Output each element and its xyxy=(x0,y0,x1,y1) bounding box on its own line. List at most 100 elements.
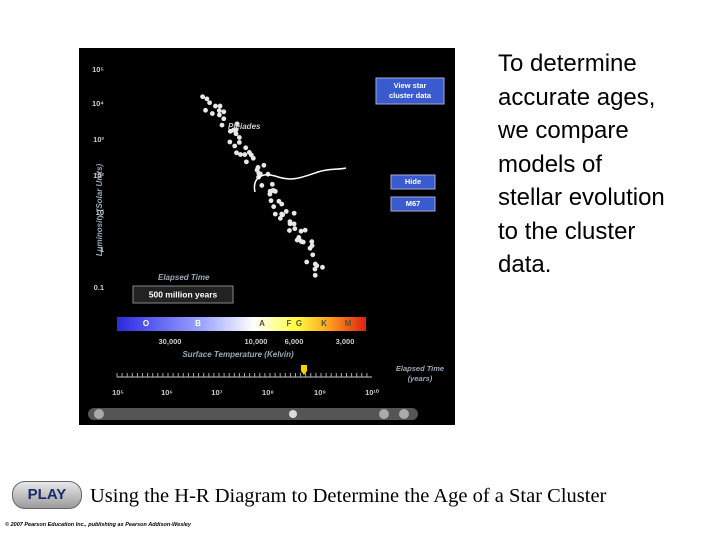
x-axis-label: Surface Temperature (Kelvin) xyxy=(182,350,294,359)
time-labels: 10⁵ 10⁶ 10⁷ 10⁸ 10⁹ 10¹⁰ xyxy=(112,388,380,397)
copyright: © 2007 Pearson Education Inc., publishin… xyxy=(5,522,191,528)
m67-button[interactable] xyxy=(390,196,436,212)
cluster-label: Pleiades xyxy=(228,122,261,131)
star xyxy=(200,94,206,100)
star xyxy=(256,170,262,176)
star xyxy=(271,204,277,210)
temperature-label: 30,000 xyxy=(159,337,182,346)
star xyxy=(243,145,249,151)
star-points xyxy=(200,94,325,278)
time-label: 10⁶ xyxy=(161,388,173,397)
star xyxy=(314,263,320,269)
view-button[interactable] xyxy=(375,77,445,105)
time-marker xyxy=(301,365,307,375)
hide-button[interactable] xyxy=(390,174,436,190)
star xyxy=(269,181,275,187)
star xyxy=(294,237,300,243)
star xyxy=(248,152,254,158)
star xyxy=(209,111,215,116)
spectral-class: M xyxy=(345,319,352,328)
time-axis-title-text: Elapsed Time (years) xyxy=(396,364,444,383)
star xyxy=(298,228,304,234)
star xyxy=(259,183,265,188)
time-label: 10⁷ xyxy=(211,388,222,397)
luminosity-label: 0.1 xyxy=(94,283,104,292)
slider-button[interactable] xyxy=(399,409,409,419)
star xyxy=(216,112,222,118)
star xyxy=(236,135,242,140)
star xyxy=(279,211,285,217)
luminosity-label: 10⁴ xyxy=(92,99,104,108)
star xyxy=(233,127,239,133)
star xyxy=(287,221,293,227)
star xyxy=(234,121,240,127)
star xyxy=(213,103,218,109)
elapsed-label: Elapsed Time xyxy=(158,273,210,282)
elapsed-box xyxy=(132,285,234,304)
slider-button[interactable] xyxy=(94,409,104,419)
star xyxy=(221,116,227,122)
temperature-label: 3,000 xyxy=(336,337,355,346)
star xyxy=(287,228,292,233)
star xyxy=(219,122,225,128)
side-text-line: accurate ages, xyxy=(498,83,656,111)
spectral-class: O xyxy=(143,319,149,328)
star xyxy=(217,103,223,109)
spectral-class: K xyxy=(321,319,327,328)
isochrone xyxy=(253,167,347,193)
hide-button-label[interactable]: Hide xyxy=(405,177,421,186)
star xyxy=(292,226,298,232)
star xyxy=(234,150,239,156)
star xyxy=(304,259,310,265)
star xyxy=(233,131,239,137)
time-label: 10¹⁰ xyxy=(365,388,380,397)
star xyxy=(261,162,267,168)
temperature-labels: 30,000 10,000 6,000 3,000 xyxy=(159,337,355,346)
panel xyxy=(79,48,455,425)
play-button[interactable]: PLAY xyxy=(12,481,82,509)
luminosity-label: 10 xyxy=(96,208,104,217)
view-button-label[interactable]: View star cluster data xyxy=(389,81,432,100)
star xyxy=(291,221,297,227)
time-label: 10⁸ xyxy=(262,388,274,397)
y-axis-label: Luminosity (Solar Units) xyxy=(95,163,104,256)
slider-thumb[interactable] xyxy=(289,410,297,418)
m67-button-label[interactable]: M67 xyxy=(406,199,421,208)
luminosity-label: 10⁵ xyxy=(92,65,104,74)
slider-button[interactable] xyxy=(379,409,389,419)
star xyxy=(203,107,208,113)
side-text-line: models of xyxy=(498,150,603,178)
side-text-line: data. xyxy=(498,251,552,278)
star xyxy=(207,100,213,106)
star xyxy=(238,152,243,157)
star xyxy=(271,188,277,194)
star xyxy=(227,128,233,134)
star xyxy=(279,201,285,207)
luminosity-label: 10² xyxy=(93,171,104,180)
luminosity-label: 10³ xyxy=(93,135,104,144)
time-axis-ticks xyxy=(116,373,368,377)
star xyxy=(283,209,289,214)
star xyxy=(300,239,306,245)
elapsed-value: 500 million years xyxy=(149,289,218,299)
time-label: 10⁵ xyxy=(112,388,124,397)
star xyxy=(221,109,227,115)
star xyxy=(320,264,325,270)
star xyxy=(310,252,316,258)
side-text-line: to the cluster xyxy=(498,217,636,245)
star xyxy=(216,108,222,113)
slider-track xyxy=(88,408,418,420)
spectral-class: A xyxy=(259,319,265,328)
spectral-class: G xyxy=(296,319,302,328)
temperature-label: 10,000 xyxy=(245,337,268,346)
star xyxy=(302,227,308,233)
star xyxy=(243,159,249,165)
luminosity-labels: 10⁵ 10⁴ 10³ 10² 10 1 0.1 xyxy=(92,65,105,292)
spectral-bar xyxy=(117,317,366,331)
star xyxy=(232,143,238,149)
star xyxy=(236,139,242,145)
caption: Using the H-R Diagram to Determine the A… xyxy=(90,485,607,507)
spectral-class: B xyxy=(195,319,201,328)
